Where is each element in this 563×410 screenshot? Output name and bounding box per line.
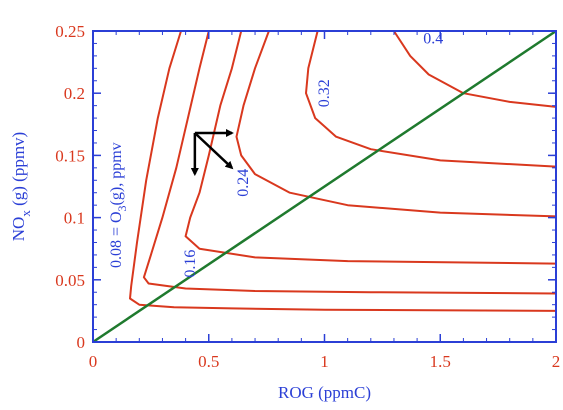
y-tick-label: 0 (77, 333, 86, 352)
y-tick-label: 0.25 (55, 22, 85, 41)
contour-label-4: 0.32 (316, 79, 333, 107)
contour-lines (129, 30, 557, 312)
contour-label-3: 0.24 (235, 169, 252, 197)
y-tick-labels: 0 0.05 0.1 0.15 0.2 0.25 (55, 22, 85, 352)
contour-line-3 (184, 30, 557, 265)
diagonal-line (92, 29, 557, 344)
contour-label-2: 0.16 (182, 250, 199, 278)
x-tick-labels: 0 0.5 1 1.5 2 (89, 352, 561, 371)
arrow-3 (194, 132, 234, 170)
x-tick-label: 0 (89, 352, 98, 371)
contour-line-6 (393, 30, 557, 108)
contour-line-5 (305, 30, 557, 168)
contour-labels: 0.08 = O3(g), ppmv 0.16 0.24 0.32 0.4 (108, 30, 444, 277)
y-tick-label: 0.05 (55, 271, 85, 290)
contour-line-1 (129, 30, 557, 312)
contour-label-1: 0.08 = O3(g), ppmv (108, 142, 129, 268)
x-tick-label: 0.5 (198, 352, 219, 371)
contour-line-4 (235, 30, 557, 218)
x-tick-label: 1 (320, 352, 329, 371)
direction-arrows (190, 129, 234, 177)
y-tick-label: 0.2 (64, 84, 85, 103)
contour-line-2 (142, 30, 557, 295)
y-tick-label: 0.15 (55, 146, 85, 165)
contour-label-5: 0.4 (423, 30, 443, 47)
x-axis-title: ROG (ppmC) (278, 383, 371, 402)
x-tick-label: 2 (552, 352, 561, 371)
x-tick-label: 1.5 (430, 352, 451, 371)
y-axis-title: NOx (g) (ppmv) (9, 132, 33, 241)
axis-ticks (92, 30, 557, 343)
diagonal-series-line (92, 29, 557, 344)
y-tick-label: 0.1 (64, 209, 85, 228)
